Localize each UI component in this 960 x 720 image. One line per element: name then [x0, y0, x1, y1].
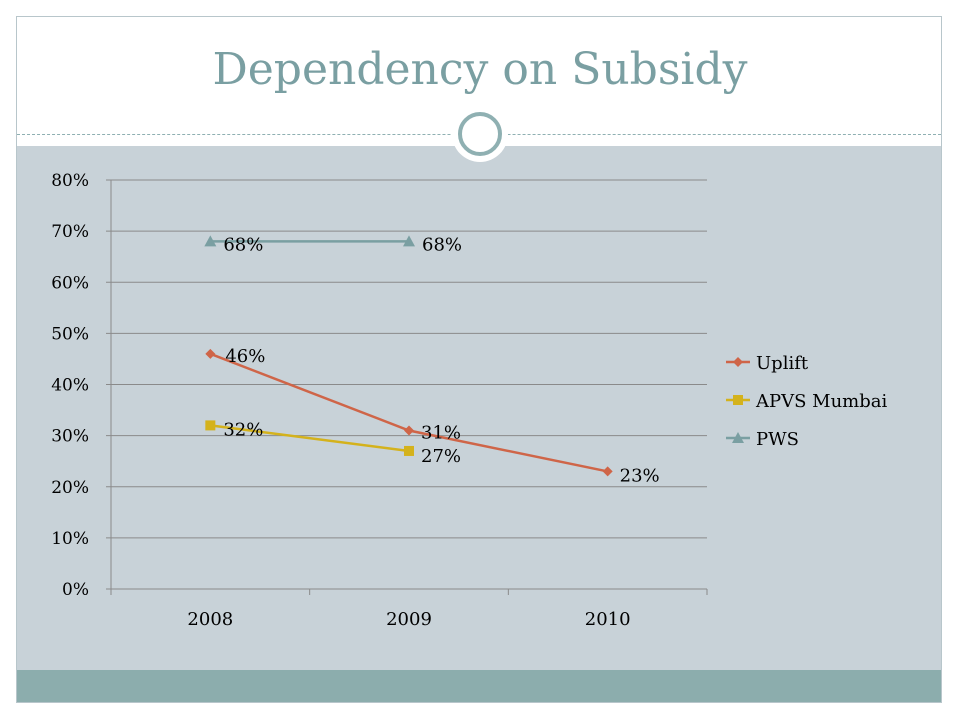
data-point-apvs-mumbai: [404, 445, 414, 456]
x-tick-label: 2008: [187, 609, 233, 630]
slide-frame: [16, 16, 942, 703]
data-point-pws: [403, 235, 415, 247]
data-point-apvs-mumbai: [205, 420, 216, 431]
y-tick-label: 30%: [51, 427, 89, 447]
x-tick-label: 2009: [386, 609, 432, 630]
slide-title: Dependency on Subsidy: [212, 44, 748, 95]
data-point-uplift: [205, 348, 216, 359]
footer-bar: [17, 670, 941, 702]
legend-marker-uplift: [733, 357, 743, 367]
y-tick-label: 0%: [62, 580, 89, 600]
y-tick-label: 60%: [51, 273, 89, 293]
legend-marker-apvs-mumbai: [733, 395, 743, 405]
legend-label-apvs-mumbai: APVS Mumbai: [755, 391, 888, 412]
data-label-apvs-mumbai: 32%: [223, 419, 263, 440]
x-tick-label: 2010: [585, 609, 631, 630]
legend-label-uplift: Uplift: [756, 353, 809, 374]
y-tick-label: 80%: [51, 171, 89, 191]
data-label-apvs-mumbai: 27%: [421, 446, 461, 467]
series-line-apvs-mumbai: [210, 424, 410, 453]
data-point-uplift: [602, 466, 613, 477]
data-label-pws: 68%: [422, 234, 462, 255]
y-tick-label: 40%: [51, 376, 89, 396]
legend-label-pws: PWS: [756, 429, 799, 450]
y-tick-label: 10%: [51, 529, 89, 549]
divider-ornament-ring: [458, 112, 502, 156]
data-label-uplift: 23%: [620, 465, 660, 486]
y-tick-label: 50%: [51, 324, 89, 344]
data-label-uplift: 31%: [421, 423, 461, 444]
y-tick-label: 70%: [51, 222, 89, 242]
legend-marker-pws: [732, 432, 744, 443]
data-point-uplift: [404, 425, 414, 436]
data-label-pws: 68%: [223, 234, 263, 255]
y-tick-label: 20%: [51, 478, 89, 498]
data-point-pws: [204, 235, 217, 247]
chart-panel: [17, 146, 941, 670]
data-label-uplift: 46%: [225, 346, 265, 367]
